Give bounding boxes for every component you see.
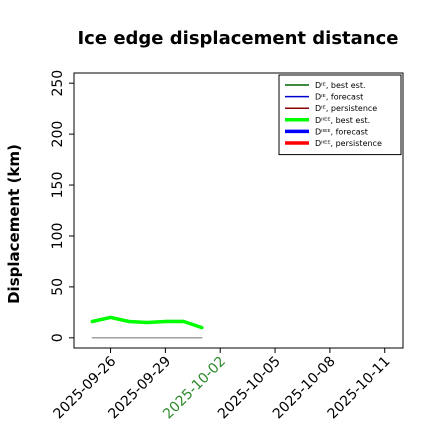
legend-label: Dᴵᴱ, persistence [315,104,377,113]
y-tick-label: 50 [50,278,66,296]
plot-frame [73,72,404,349]
legend-label: Dᴵᴵᴱᴱ, persistence [315,139,382,148]
y-tick-label: 150 [50,172,66,199]
plot-area [90,315,204,339]
legend-label: Dᴵᴵᴱᴱ, forecast [315,127,368,136]
series-line-3 [90,315,204,330]
legend-label: Dᴵᴱ, best est. [315,81,366,90]
y-tick-label: 0 [50,333,66,342]
y-axis-label: Displacement (km) [5,144,23,304]
legend-label: Dᴵᴵᴱᴱ, best est. [315,116,370,125]
legend-label: Dᴵᴱ, forecast [315,93,363,102]
y-tick-label: 200 [50,121,66,148]
y-tick-label: 100 [50,223,66,250]
legend: Dᴵᴱ, best est. Dᴵᴱ, forecast Dᴵᴱ, persiste… [278,74,402,156]
y-tick-label: 250 [50,70,66,97]
chart-title: Ice edge displacement distance [77,28,398,49]
